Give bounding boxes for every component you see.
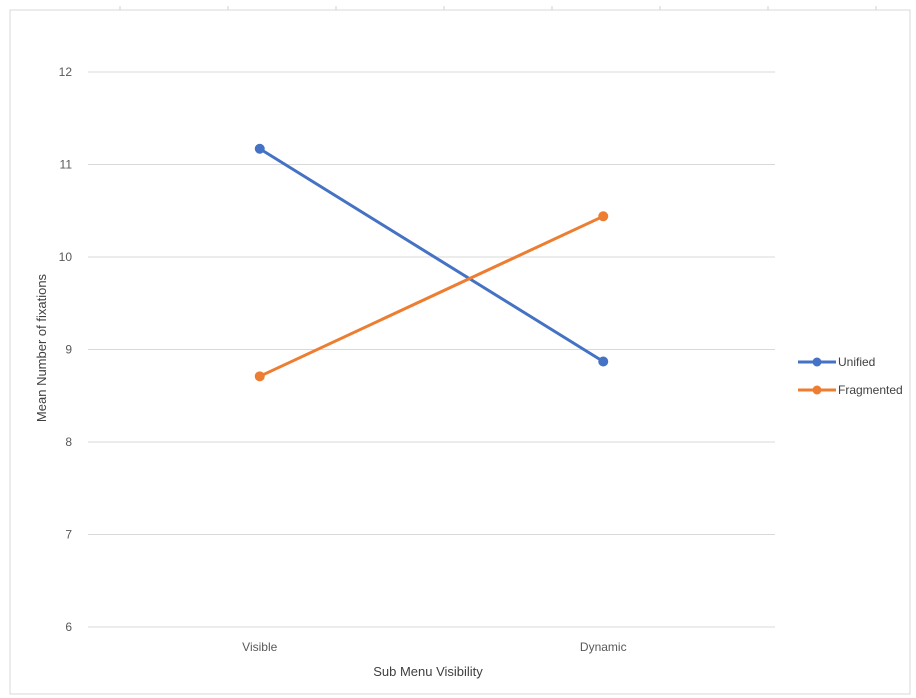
legend-item-unified[interactable]: Unified [798, 355, 875, 369]
series-line[interactable] [258, 147, 605, 364]
data-point[interactable] [598, 356, 609, 367]
y-tick-label: 12 [59, 65, 73, 79]
data-point[interactable] [254, 371, 265, 382]
y-axis-title: Mean Number of fixations [34, 273, 49, 422]
legend-marker [812, 357, 822, 367]
series-lines [254, 143, 609, 382]
y-tick-label: 8 [65, 435, 72, 449]
y-tick-labels: 6 7 8 9 10 11 12 [59, 65, 73, 634]
legend-item-fragmented[interactable]: Fragmented [798, 383, 903, 397]
series-line[interactable] [258, 214, 605, 378]
x-tick-labels: Visible Dynamic [242, 640, 626, 654]
y-tick-label: 6 [65, 620, 72, 634]
gridlines [88, 71, 775, 628]
y-tick-label: 11 [60, 158, 73, 172]
x-tick-label: Visible [242, 640, 277, 654]
series-fragmented[interactable] [254, 211, 609, 382]
data-point[interactable] [254, 143, 265, 154]
legend-marker [812, 385, 822, 395]
series-unified[interactable] [254, 143, 609, 367]
legend[interactable]: Unified Fragmented [798, 355, 903, 397]
x-axis-title: Sub Menu Visibility [373, 664, 483, 679]
legend-label: Unified [838, 355, 875, 369]
chart-frame [9, 6, 911, 695]
legend-label: Fragmented [838, 383, 903, 397]
y-tick-label: 10 [59, 250, 73, 264]
data-point[interactable] [598, 211, 609, 222]
y-tick-label: 9 [65, 343, 72, 357]
y-tick-label: 7 [65, 528, 72, 542]
x-tick-label: Dynamic [580, 640, 627, 654]
chart-area-border [9, 9, 911, 695]
